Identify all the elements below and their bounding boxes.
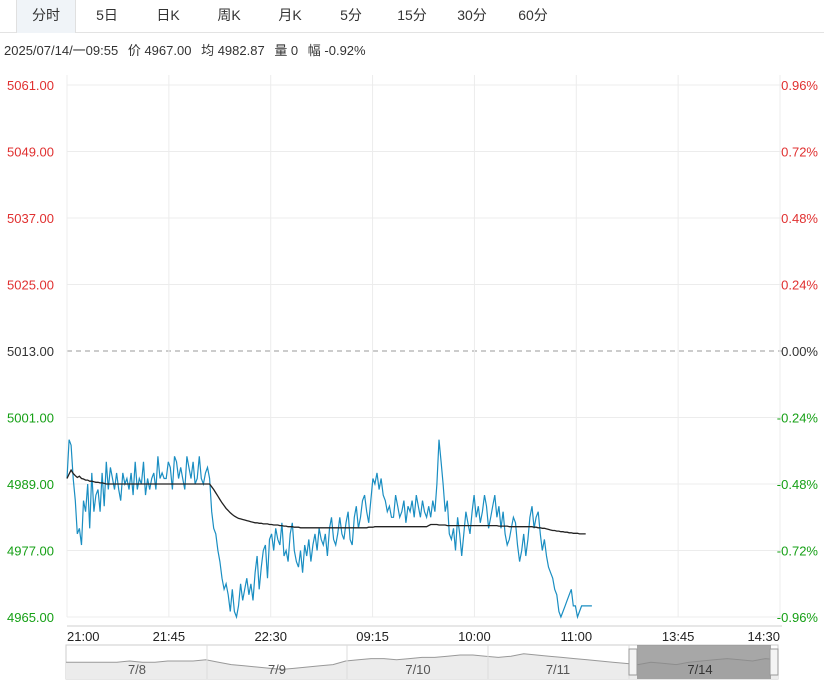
tab-60-min[interactable]: 60分 [518, 7, 548, 23]
y-pct-label: 0.00% [781, 344, 818, 359]
navigator-handle-right[interactable] [769, 648, 779, 676]
tab-5-day[interactable]: 5日 [96, 7, 118, 23]
x-tick-label: 11:00 [560, 629, 592, 644]
x-tick-label: 14:30 [747, 629, 780, 644]
y-tick-label: 4977.00 [7, 544, 54, 559]
navigator-date-label: 7/9 [268, 662, 286, 677]
x-tick-label: 13:45 [662, 629, 695, 644]
y-pct-label: -0.72% [777, 544, 819, 559]
y-pct-label: -0.24% [777, 411, 819, 426]
navigator-date-label: 7/14 [687, 662, 712, 677]
quote-info-bar: 2025/07/14/一09:55 价 4967.00 均 4982.87 量 … [4, 40, 372, 59]
price-axis-labels: 5061.00 5049.00 5037.00 5025.00 5013.00 5001.… [7, 78, 54, 625]
average-price-line [66, 468, 586, 535]
y-tick-label: 4989.00 [7, 477, 54, 492]
period-tabs: 分时 5日 日K 周K 月K 5分 15分 30分 60分 [0, 0, 824, 33]
y-pct-label: 0.24% [781, 278, 818, 293]
y-pct-label: -0.96% [777, 610, 819, 625]
range-navigator[interactable]: 7/8 7/9 7/10 7/11 7/14 [65, 644, 779, 680]
y-tick-label: 5013.00 [7, 344, 54, 359]
chart-grid [66, 75, 782, 627]
y-pct-label: 0.72% [781, 145, 818, 160]
tab-monthly-k[interactable]: 月K [278, 7, 302, 23]
y-tick-label: 5037.00 [7, 211, 54, 226]
y-tick-label: 5061.00 [7, 78, 54, 93]
x-tick-label: 21:00 [67, 629, 100, 644]
y-pct-label: 0.96% [781, 78, 818, 93]
tab-30-min[interactable]: 30分 [457, 7, 487, 23]
percent-axis-labels: 0.96% 0.72% 0.48% 0.24% 0.00% -0.24% -0.48% -0.… [777, 78, 819, 625]
info-datetime: 2025/07/14/一09:55 [4, 43, 119, 58]
info-avg: 均 4982.87 [201, 43, 265, 58]
tab-intraday[interactable]: 分时 [16, 0, 76, 33]
x-tick-label: 09:15 [356, 629, 389, 644]
time-axis-labels: 21:00 21:45 22:30 09:15 10:00 11:00 13:45 14:30 [67, 629, 780, 644]
y-tick-label: 5025.00 [7, 278, 54, 293]
tab-15-min[interactable]: 15分 [397, 7, 427, 23]
navigator-area [66, 653, 778, 679]
info-change: 幅 -0.92% [307, 43, 366, 58]
y-pct-label: 0.48% [781, 211, 818, 226]
navigator-selection[interactable] [637, 645, 771, 679]
x-tick-label: 21:45 [153, 629, 186, 644]
info-volume: 量 0 [274, 43, 299, 58]
navigator-date-label: 7/11 [546, 662, 570, 677]
navigator-date-label: 7/10 [405, 662, 430, 677]
y-tick-label: 5049.00 [7, 145, 54, 160]
y-pct-label: -0.48% [777, 477, 819, 492]
tab-5-min[interactable]: 5分 [340, 7, 362, 23]
navigator-date-label: 7/8 [128, 662, 146, 677]
x-tick-label: 22:30 [254, 629, 287, 644]
y-tick-label: 4965.00 [7, 610, 54, 625]
y-tick-label: 5001.00 [7, 411, 54, 426]
tab-daily-k[interactable]: 日K [156, 7, 180, 23]
navigator-handle-left[interactable] [628, 648, 638, 676]
info-price: 价 4967.00 [127, 43, 192, 58]
tab-weekly-k[interactable]: 周K [217, 7, 241, 23]
x-tick-label: 10:00 [458, 629, 491, 644]
